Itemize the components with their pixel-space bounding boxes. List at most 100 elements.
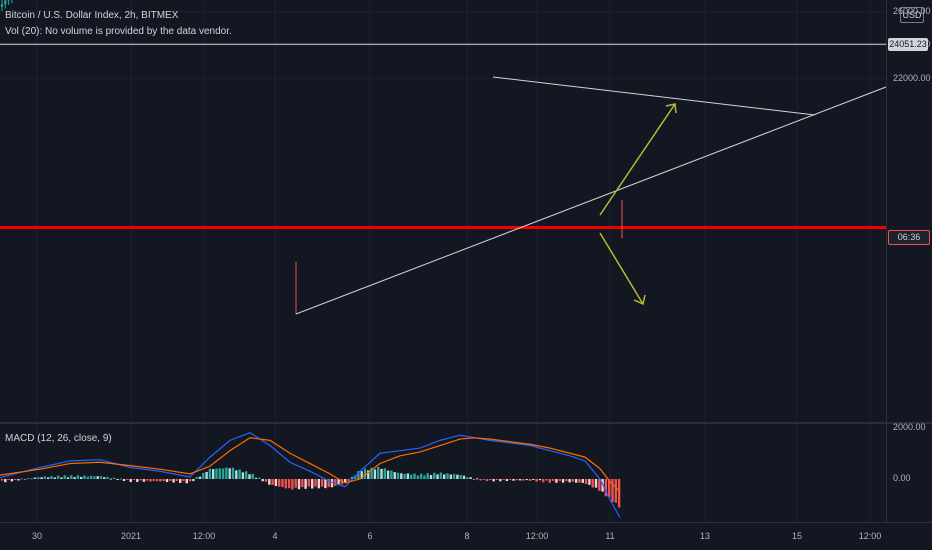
macd-histogram-bar (571, 479, 575, 482)
macd-histogram-bar (274, 479, 278, 487)
macd-histogram-bar (416, 475, 419, 479)
macd-histogram-bar (132, 479, 136, 481)
x-tick-label: 4 (272, 531, 278, 541)
macd-histogram-bar (588, 479, 591, 485)
macd-histogram-bar (608, 479, 611, 498)
macd-histogram-bar (188, 479, 192, 482)
macd-histogram-bar (449, 474, 452, 479)
y-tick-label: 26000.00 (893, 5, 931, 16)
macd-histogram-bar (542, 479, 545, 483)
macd-histogram-bar (594, 479, 598, 488)
macd-histogram-bar (538, 479, 542, 481)
macd-histogram-bar (578, 479, 581, 483)
macd-histogram-bar (363, 468, 367, 479)
macd-histogram-bar (396, 472, 400, 479)
macd-histogram-bar (327, 479, 330, 487)
macd-histogram-bar (515, 479, 518, 481)
macd-histogram-bar (245, 471, 248, 479)
macd-histogram-bar (499, 479, 502, 482)
macd-histogram-bar (568, 479, 571, 483)
macd-histogram-bar (294, 479, 297, 488)
macd-histogram-bar (482, 478, 485, 480)
ascending-trendline (295, 86, 887, 315)
macd-histogram-bar (139, 479, 142, 481)
macd-histogram-bar (60, 477, 63, 479)
macd-histogram-bar (324, 479, 327, 489)
macd-histogram-bar (165, 479, 169, 483)
down-arrow-line (599, 232, 644, 305)
candle-body (0, 4, 4, 7)
macd-histogram-bar (47, 477, 50, 479)
macd-histogram-bar (311, 479, 314, 489)
macd-histogram-bar (551, 479, 555, 481)
macd-histogram-bar (119, 478, 122, 480)
macd-histogram-bar (212, 469, 215, 479)
macd-histogram-bar (509, 479, 512, 480)
countdown-tag: 06:36 (888, 229, 930, 245)
macd-histogram-bar (383, 468, 386, 479)
macd-histogram-bar (228, 468, 231, 479)
macd-histogram-bar (307, 479, 311, 487)
macd-histogram-bar (433, 472, 436, 479)
macd-histogram-bar (192, 479, 195, 482)
macd-histogram-bar (561, 479, 565, 483)
macd-histogram-bar (93, 476, 96, 479)
macd-histogram-bar (251, 473, 254, 479)
macd-histogram-bar (423, 475, 426, 479)
macd-histogram-bar (492, 479, 495, 482)
macd-histogram-bar (518, 479, 522, 481)
macd-histogram-bar (202, 472, 205, 479)
macd-histogram-bar (43, 476, 47, 479)
x-tick-label: 30 (31, 531, 43, 541)
up-arrow-head (665, 103, 677, 114)
candle-body (4, 0, 7, 5)
macd-histogram-bar (73, 477, 76, 479)
macd-histogram-bar (410, 474, 413, 479)
macd-histogram-bar (443, 474, 446, 479)
macd-histogram-bar (231, 467, 235, 479)
macd-histogram-bar (182, 479, 185, 482)
macd-histogram-bar (604, 479, 608, 497)
macd-histogram-bar (380, 468, 383, 479)
macd-histogram-bar (452, 474, 456, 479)
macd-histogram-bar (109, 478, 113, 480)
macd-histogram-bar (4, 479, 7, 483)
macd-histogram-bar (575, 479, 578, 483)
macd-histogram-bar (558, 479, 561, 481)
macd-histogram-bar (320, 479, 324, 487)
macd-histogram-bar (66, 477, 70, 479)
macd-histogram-bar (535, 479, 538, 482)
currency-button[interactable]: USD (900, 7, 924, 23)
macd-histogram-bar (221, 468, 225, 479)
x-tick-label: 8 (464, 531, 470, 541)
macd-histogram-bar (419, 473, 423, 479)
macd-histogram-bar (439, 472, 443, 479)
macd-histogram-bar (122, 479, 126, 482)
macd-histogram-bar (337, 479, 340, 486)
macd-histogram-bar (393, 472, 396, 479)
macd-histogram-bar (264, 479, 268, 482)
macd-histogram-bar (373, 469, 377, 479)
macd-histogram-bar (357, 470, 360, 479)
macd-histogram-bar (238, 469, 241, 479)
macd-histogram-bar (476, 478, 479, 480)
macd-histogram-bar (14, 479, 17, 480)
macd-histogram-bar (162, 479, 165, 482)
macd-histogram-bar (205, 471, 208, 479)
candles (0, 0, 623, 314)
macd-histogram-bar (20, 478, 23, 480)
macd-histogram-bar (195, 477, 198, 479)
macd-histogram-bar (146, 479, 149, 481)
macd-histogram-bar (466, 477, 469, 479)
macd-histogram-bar (281, 479, 284, 488)
macd-histogram-bar (462, 475, 466, 479)
macd-histogram-bar (179, 479, 182, 483)
macd-histogram-bar (27, 477, 30, 479)
volume-note: Vol (20): No volume is provided by the d… (5, 26, 232, 37)
macd-histogram-bar (617, 479, 621, 508)
macd-histogram-bar (136, 479, 139, 482)
macd-histogram-bar (390, 470, 393, 479)
up-arrow-line (599, 103, 676, 216)
macd-histogram-bar (172, 479, 175, 483)
